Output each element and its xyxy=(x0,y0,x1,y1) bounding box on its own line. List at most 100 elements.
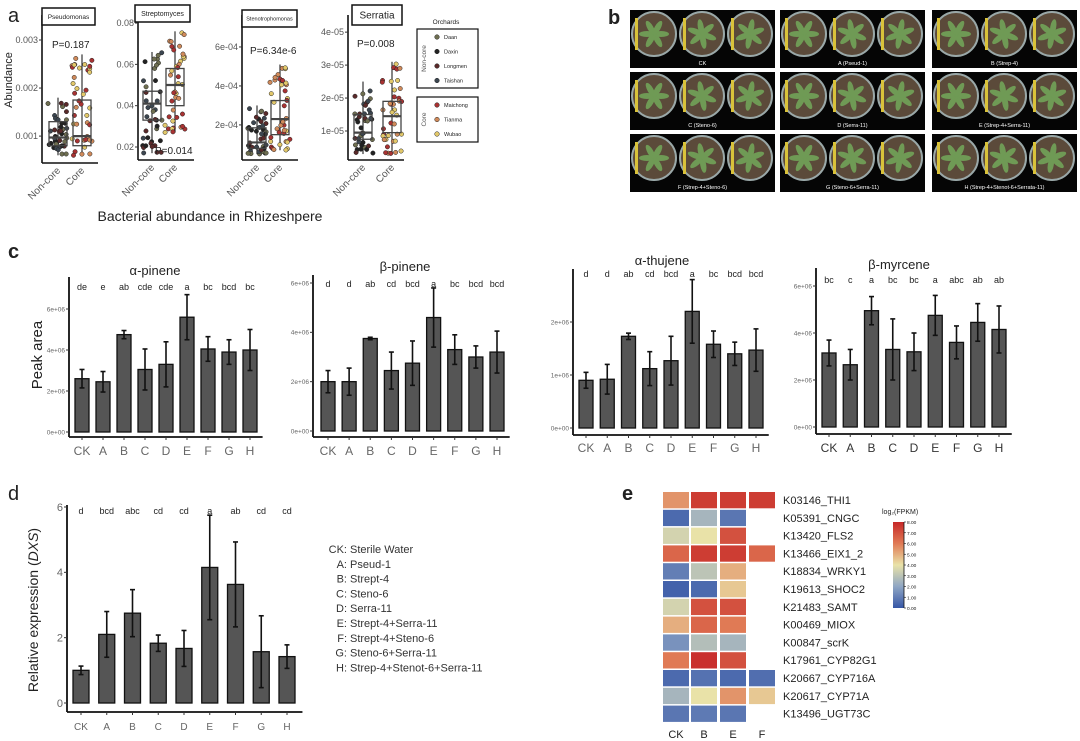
leaf xyxy=(652,82,663,98)
data-point xyxy=(142,59,148,65)
ruler xyxy=(635,142,638,174)
heatmap-cell xyxy=(663,581,689,598)
x-tick-label: E xyxy=(430,444,438,458)
treatment-key: E: xyxy=(337,618,347,630)
x-tick-label: E xyxy=(688,441,696,455)
p-value: P=0.008 xyxy=(357,39,395,50)
p-value: P=6.34e-6 xyxy=(250,46,297,57)
y-tick-label: 0.02 xyxy=(116,142,134,152)
heatmap-cell xyxy=(720,509,746,527)
y-tick-label: 0.002 xyxy=(15,83,38,93)
row-label: K21483_SAMT xyxy=(783,602,858,614)
data-point xyxy=(162,129,168,135)
leaf xyxy=(992,156,1006,169)
leaf xyxy=(802,144,813,160)
leaf xyxy=(1040,23,1054,36)
data-point xyxy=(158,149,164,155)
x-tick-label: G xyxy=(224,444,233,458)
treatment-name: Steno-6+Serra-11 xyxy=(350,648,437,660)
x-tick-label: D xyxy=(408,444,417,458)
data-point xyxy=(261,135,266,141)
x-tick-label: F xyxy=(204,444,211,458)
x-tick-label: Core xyxy=(262,162,285,185)
heatmap-cell xyxy=(720,545,746,562)
x-tick-label: B xyxy=(129,722,136,733)
ruler xyxy=(635,80,638,112)
significance-letter: bc xyxy=(203,282,213,292)
data-point xyxy=(253,114,259,120)
ruler xyxy=(1033,80,1036,112)
significance-letter: bc xyxy=(450,279,460,289)
data-point xyxy=(174,114,180,120)
ruler xyxy=(937,142,940,174)
legend-label: Tianma xyxy=(444,118,463,124)
leaf xyxy=(802,94,813,110)
data-point xyxy=(149,144,155,150)
x-tick-label: B xyxy=(867,441,875,455)
y-tick-label: 4e+06 xyxy=(794,330,813,337)
y-tick-label: 2e-05 xyxy=(321,93,344,103)
data-point xyxy=(263,150,269,156)
x-tick-label: Non-core xyxy=(26,165,63,202)
data-point xyxy=(73,104,79,110)
data-point xyxy=(276,129,282,135)
data-point xyxy=(63,101,69,107)
data-point xyxy=(166,114,172,120)
photo-caption: F (Strep-4+Steno-6) xyxy=(678,185,727,191)
significance-letter: ab xyxy=(973,275,983,285)
photo-c: C (Steno-6) xyxy=(630,72,775,130)
leaf xyxy=(700,23,714,36)
leaf xyxy=(690,32,704,45)
p-value: P=0.014 xyxy=(155,146,193,157)
x-tick-label: CK xyxy=(74,722,88,733)
leaf xyxy=(738,147,752,160)
photo-caption: G (Steno-6+Serra-11) xyxy=(826,185,879,191)
legend-swatch xyxy=(434,48,440,55)
leaf xyxy=(748,151,765,160)
leaf xyxy=(700,85,714,98)
leaf xyxy=(954,32,965,48)
leaf xyxy=(898,89,915,98)
legend-title: Orchards xyxy=(433,19,460,26)
leaf xyxy=(840,94,854,107)
x-tick-label: G xyxy=(257,722,265,733)
x-tick-label: A xyxy=(846,441,854,455)
leaf xyxy=(898,94,912,107)
significance-letter: abc xyxy=(125,506,140,516)
significance-letter: cd xyxy=(282,506,292,516)
x-tick-label: D xyxy=(180,722,187,733)
treatment-name: Sterile Water xyxy=(350,544,414,556)
leaf xyxy=(888,85,902,98)
leaf xyxy=(1050,32,1064,45)
treatment-name: Steno-6 xyxy=(350,588,389,600)
legend-label: Daxin xyxy=(444,50,458,56)
y-tick-label: 4e+06 xyxy=(47,347,66,354)
x-tick-label: H xyxy=(283,722,290,733)
box xyxy=(165,67,185,107)
y-tick-label: 0e+00 xyxy=(794,424,813,431)
photo-e: E (Strep-4+Serra-11) xyxy=(932,72,1077,130)
data-point xyxy=(80,91,86,97)
heatmap-cell xyxy=(691,634,717,651)
heatmap-cell xyxy=(663,634,689,651)
data-point xyxy=(168,72,173,78)
leaf xyxy=(837,27,854,36)
y-tick-label: 2e-04 xyxy=(215,120,238,130)
data-point xyxy=(170,107,176,113)
data-point xyxy=(385,133,391,139)
heatmap-cell xyxy=(720,581,746,598)
treatment-legend-row: B: Strept-4 xyxy=(337,574,390,586)
row-label: K05391_CNGC xyxy=(783,513,859,525)
data-point xyxy=(355,119,361,125)
leaf xyxy=(837,151,854,160)
ruler xyxy=(881,18,884,50)
significance-letter: bcd xyxy=(664,269,679,279)
heatmap-cell xyxy=(691,616,717,633)
data-point xyxy=(152,117,158,122)
y-tick-label: 1e+06 xyxy=(551,372,570,379)
legend-label: Taishan xyxy=(444,79,463,85)
facet-title: Streptomyces xyxy=(141,11,184,18)
p-value: P=0.187 xyxy=(52,40,90,51)
y-axis-label-end: ) xyxy=(25,528,41,533)
x-tick-label: H xyxy=(493,444,502,458)
